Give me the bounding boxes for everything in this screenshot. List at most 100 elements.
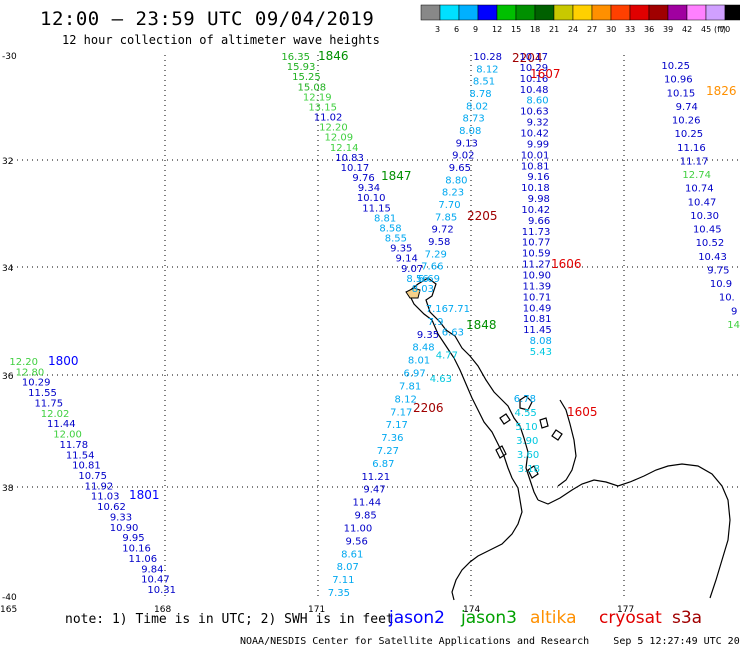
wave-height-value: 8.08 <box>530 336 552 347</box>
wave-height-value: 11.03 <box>91 492 120 503</box>
altimeter-tracks: 16.3515.9315.2515.0812.1913.1511.0212.20… <box>9 49 740 599</box>
wave-height-value: 10.17 <box>341 163 370 174</box>
wave-height-value: 11.15 <box>362 203 391 214</box>
scale-label: 18 <box>530 25 540 34</box>
wave-height-value: 8.01 <box>408 356 430 367</box>
wave-height-value: 11.55 <box>28 388 57 399</box>
wave-height-value: 10.45 <box>693 225 722 236</box>
wave-height-value: 9.35 <box>390 244 412 255</box>
wave-height-value: 10.52 <box>696 238 725 249</box>
wave-height-value: 7.35 <box>328 588 350 599</box>
wave-height-value: 8.07 <box>337 562 359 573</box>
wave-height-value: 11.16 <box>677 143 706 154</box>
wave-height-value: 11.21 <box>361 472 390 483</box>
bay-islands <box>495 395 563 479</box>
timestamp-text: Sep 5 12:27:49 UTC 2019 <box>613 636 740 647</box>
wave-height-value: 10.90 <box>522 271 551 282</box>
pass-time-label: 2206 <box>413 401 444 415</box>
lat-label: 38 <box>2 484 14 494</box>
scale-swatch <box>439 4 460 21</box>
pass-time-label: 1801 <box>129 488 160 502</box>
lon-label: 165 <box>0 605 17 615</box>
scale-swatch <box>667 4 688 21</box>
wave-height-value: 10.96 <box>664 75 693 86</box>
scale-swatch <box>705 4 726 21</box>
scale-unit: (ft) <box>714 25 726 34</box>
scale-label: 45 <box>701 25 711 34</box>
pass-time-label: 1848 <box>466 318 497 332</box>
wave-height-value: 6.69 <box>418 274 440 285</box>
wave-height-value: 10.9 <box>710 279 732 290</box>
lat-label: 32 <box>2 157 13 167</box>
wave-height-value: 6.87 <box>372 459 394 470</box>
wave-height-value: 7.9 <box>428 317 444 328</box>
wave-height-value: 10.18 <box>521 183 550 194</box>
wave-height-value: 10.42 <box>521 205 550 216</box>
scale-label: 70 <box>720 25 730 34</box>
scale-swatch <box>686 4 707 21</box>
wave-height-value: 12.00 <box>53 430 82 441</box>
scale-swatch <box>724 4 740 21</box>
wave-height-value: 11.44 <box>47 419 76 430</box>
lon-label: 171 <box>308 605 325 615</box>
wave-height-value: 10.26 <box>672 116 701 127</box>
wave-height-value: 11.45 <box>523 325 552 336</box>
wave-height-value: 9.34 <box>358 183 380 194</box>
scale-label: 15 <box>511 25 521 34</box>
scale-swatch <box>553 4 574 21</box>
wave-height-value: 10.81 <box>521 161 550 172</box>
wave-height-value: 8.02 <box>466 101 488 112</box>
map-title: 12:00 – 23:59 UTC 09/04/2019 <box>40 8 375 30</box>
sat-jason2: jason2 <box>389 608 445 628</box>
wave-height-value: 8.78 <box>469 89 491 100</box>
scale-swatch <box>458 4 479 21</box>
wave-height-value: 10.81 <box>72 461 101 472</box>
scale-label: 36 <box>644 25 654 34</box>
wave-height-value: 11.06 <box>129 554 158 565</box>
wave-height-value: 12.14 <box>330 143 359 154</box>
scale-label: 42 <box>682 25 692 34</box>
lon-label: 168 <box>154 605 171 615</box>
wave-height-value: 9.58 <box>428 237 450 248</box>
scale-label: 12 <box>492 25 502 34</box>
sat-altika: altika <box>530 608 577 628</box>
pass-time-label: 1607 <box>530 67 561 81</box>
northland-coast <box>407 277 539 501</box>
wave-height-value: 12.80 <box>16 367 45 378</box>
wave-height-value: 12.02 <box>41 409 70 420</box>
wave-height-value: 11.54 <box>66 450 95 461</box>
scale-label: 39 <box>663 25 673 34</box>
wave-height-value: 9.33 <box>110 512 132 523</box>
wave-height-value: 10.15 <box>667 88 696 99</box>
sat-cryosat: cryosat <box>599 608 662 628</box>
wave-height-value: 10.74 <box>685 184 714 195</box>
wave-height-value: 8.80 <box>445 175 467 186</box>
wave-height-value: 11.44 <box>353 498 382 509</box>
wave-height-value: 8.51 <box>473 77 495 88</box>
wave-height-value: 16.35 <box>281 52 310 63</box>
scale-label: 3 <box>435 25 440 34</box>
wave-height-value: 9.56 <box>346 536 368 547</box>
footer-credit-line: NOAA/NESDIS Center for Satellite Applica… <box>240 636 740 647</box>
peninsula-coast <box>557 399 577 487</box>
lon-label: 174 <box>463 605 480 615</box>
wave-height-value: 8.08 <box>459 126 481 137</box>
lat-label: -40 <box>2 593 17 603</box>
wave-height-value: 7.11 <box>332 575 354 586</box>
lat-label: 34 <box>2 264 14 274</box>
wave-height-value: 10.31 <box>147 585 176 596</box>
wave-height-value: 9.02 <box>452 151 474 162</box>
pass-time-label: 1605 <box>567 405 598 419</box>
wave-height-value: 9.95 <box>122 533 144 544</box>
west-coast <box>407 291 523 601</box>
scale-label: 33 <box>625 25 635 34</box>
wave-height-value: 14 <box>727 320 740 331</box>
wave-height-value: 10.63 <box>520 107 549 118</box>
wave-height-value: 10.17 <box>519 52 548 63</box>
wave-height-value: 9.16 <box>527 172 549 183</box>
wave-height-value: 11.75 <box>34 398 63 409</box>
scale-swatch <box>420 4 441 21</box>
wave-height-value: 4.55 <box>515 408 537 419</box>
wave-height-value: 7.70 <box>438 200 460 211</box>
